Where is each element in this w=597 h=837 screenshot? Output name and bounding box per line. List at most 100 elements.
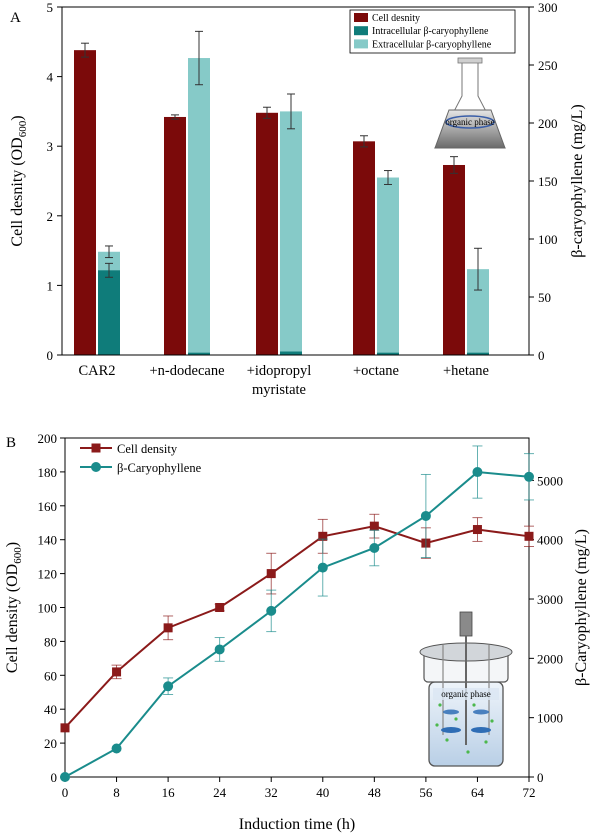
x-tick-label: 8	[113, 785, 120, 800]
left-tick-label: 140	[38, 533, 58, 548]
point-caryophyllene	[472, 467, 483, 478]
point-caryophyllene	[369, 542, 380, 553]
legend-swatch	[354, 13, 368, 22]
right-axis-label: β-Caryophyllene (mg/L)	[573, 529, 590, 686]
category-label: +n-dodecane	[150, 363, 225, 379]
bar-intracellular	[98, 270, 120, 355]
x-tick-label: 72	[523, 785, 536, 800]
bar-cell-density	[164, 116, 186, 355]
point-caryophyllene	[111, 743, 122, 754]
left-tick-label: 40	[44, 702, 57, 717]
left-axis-label-close: )	[4, 542, 21, 547]
panel-b-lines	[60, 445, 534, 782]
series-line-caryophyllene	[64, 471, 530, 778]
left-axis-label-sub: 600	[17, 120, 29, 137]
flask-illustration: organic phase	[434, 57, 506, 149]
right-tick-label: 100	[538, 232, 558, 247]
left-tick-label: 100	[38, 601, 58, 616]
x-tick-label: 64	[471, 785, 485, 800]
point-caryophyllene	[266, 605, 277, 616]
right-tick-label: 50	[538, 290, 551, 305]
bar-cell-density	[443, 164, 465, 355]
right-tick-label: 2000	[537, 651, 563, 666]
panel-a-bars	[74, 30, 489, 356]
point-caryophyllene	[420, 510, 431, 521]
legend-label: Cell desnity	[372, 13, 420, 24]
panel-a-axes: CAR2 +n-dodecane +idopropyl myristate +octan…	[9, 0, 586, 398]
left-tick-label: 1	[47, 278, 54, 293]
bar-intracellular	[188, 352, 210, 355]
legend-label-cell-density: Cell density	[117, 442, 178, 456]
right-tick-label: 0	[537, 770, 544, 785]
bar-intracellular	[467, 352, 489, 355]
category-label: +octane	[353, 363, 399, 379]
legend-marker-cell-density	[91, 443, 101, 453]
x-axis-label: Induction time (h)	[239, 816, 355, 833]
right-tick-label: 150	[538, 174, 558, 189]
left-axis-label-sub: 600	[12, 547, 24, 564]
flask-organic-phase-label: organic phase	[445, 117, 495, 127]
left-tick-label: 200	[38, 431, 58, 446]
bioreactor-illustration: organic phase	[419, 611, 513, 767]
legend-marker-caryophyllene	[91, 462, 101, 472]
point-cell-density	[472, 525, 482, 535]
left-tick-label: 0	[47, 348, 54, 363]
right-tick-label: 5000	[537, 473, 563, 488]
left-tick-label: 2	[47, 209, 54, 224]
point-cell-density	[60, 723, 70, 733]
right-tick-label: 250	[538, 58, 558, 73]
bar-extracellular	[377, 177, 399, 355]
category-label: +hetane	[443, 363, 489, 379]
right-tick-label: 3000	[537, 592, 563, 607]
point-caryophyllene	[317, 562, 328, 573]
panel-b-legend: Cell density β-Caryophyllene	[80, 442, 202, 475]
point-caryophyllene	[163, 681, 174, 692]
bar-cell-density	[353, 141, 375, 355]
panel-a-label: A	[10, 10, 21, 26]
panel-b-label: B	[6, 435, 16, 451]
left-axis-label-close: )	[9, 115, 26, 120]
legend-swatch	[354, 39, 368, 49]
right-tick-label: 1000	[537, 711, 563, 726]
category-label: CAR2	[78, 363, 115, 379]
right-tick-label: 200	[538, 116, 558, 131]
x-tick-label: 56	[419, 785, 433, 800]
point-caryophyllene	[214, 644, 225, 655]
left-tick-label: 60	[44, 668, 57, 683]
x-tick-label: 0	[62, 785, 69, 800]
bar-intracellular	[377, 352, 399, 355]
point-cell-density	[524, 531, 534, 541]
bioreactor-organic-phase-label: organic phase	[441, 689, 491, 699]
bar-intracellular	[280, 351, 302, 355]
left-axis-label-main: Cell density (OD	[4, 564, 21, 673]
left-tick-label: 4	[47, 70, 54, 85]
left-tick-label: 160	[38, 499, 58, 514]
panel-a-chart: A CAR2 +n-dodecane +idopropyl myristate +oct…	[9, 0, 586, 398]
x-tick-label: 48	[368, 785, 381, 800]
legend-label-caryophyllene: β-Caryophyllene	[117, 461, 202, 475]
series-line-cell-density	[64, 525, 530, 729]
point-cell-density	[112, 667, 122, 677]
left-tick-label: 0	[51, 770, 58, 785]
bar-cell-density	[74, 50, 96, 355]
left-tick-label: 20	[44, 736, 57, 751]
left-tick-label: 80	[44, 634, 57, 649]
left-axis-label: Cell desnity (OD600)	[9, 115, 29, 246]
bar-extracellular	[188, 58, 210, 355]
left-axis-label-main: Cell desnity (OD	[9, 137, 26, 246]
left-tick-label: 5	[47, 0, 54, 15]
point-cell-density	[266, 569, 276, 579]
right-tick-label: 4000	[537, 533, 563, 548]
point-caryophyllene	[524, 471, 534, 482]
legend-box	[349, 9, 516, 54]
x-tick-label: 24	[213, 785, 227, 800]
panel-b-chart: B 0 8 16 24 32 40 48 56 64 7202040608010012014016…	[4, 431, 590, 833]
bar-extracellular	[467, 269, 489, 355]
right-axis-label: β-caryophyllene (mg/L)	[569, 104, 586, 257]
point-cell-density	[318, 531, 328, 541]
bar-cell-density	[256, 112, 278, 356]
x-tick-label: 16	[162, 785, 176, 800]
category-label: myristate	[252, 382, 306, 398]
x-tick-label: 40	[316, 785, 329, 800]
